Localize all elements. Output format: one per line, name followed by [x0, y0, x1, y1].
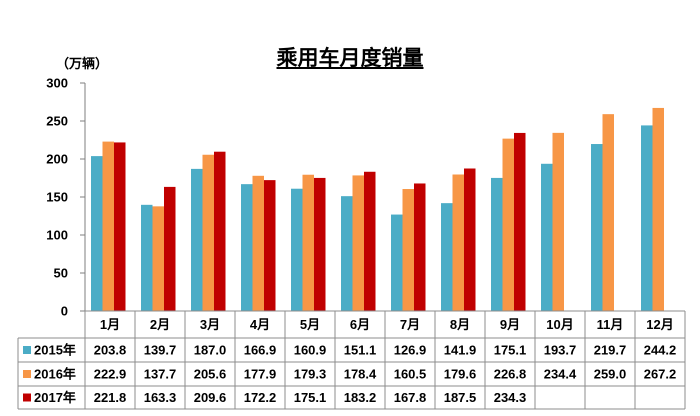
value-cell-2016-month-3: 205.6 [194, 367, 227, 382]
bar-2017-month-5 [314, 177, 326, 311]
chart-title: 乘用车月度销量 [276, 47, 424, 70]
value-cell-2016-month-10: 234.4 [544, 367, 577, 382]
bar-2015-month-8 [441, 203, 453, 311]
bar-2015-month-7 [391, 214, 403, 311]
bar-2017-month-6 [364, 171, 376, 311]
y-tick-label-300: 300 [46, 76, 68, 91]
month-label-10: 10月 [546, 317, 573, 332]
y-axis-unit-label: （万辆） [56, 56, 109, 71]
legend-label-2015: 2015年 [34, 343, 76, 358]
legend-swatch-2015 [23, 346, 31, 354]
bar-2016-month-11 [602, 114, 614, 311]
month-label-9: 9月 [500, 317, 520, 332]
bar-2016-month-6 [352, 175, 364, 311]
bar-2017-month-2 [164, 186, 176, 311]
bar-2016-month-12 [652, 107, 664, 311]
y-tick-label-50: 50 [54, 266, 68, 281]
bar-2017-month-1 [114, 142, 126, 311]
legend-label-2016: 2016年 [34, 367, 76, 382]
y-tick-label-250: 250 [46, 114, 68, 129]
value-cell-2015-month-8: 141.9 [444, 343, 477, 358]
value-cell-2015-month-10: 193.7 [544, 343, 577, 358]
month-label-12: 12月 [646, 317, 673, 332]
value-cell-2017-month-6: 183.2 [344, 390, 377, 405]
value-cell-2015-month-9: 175.1 [494, 343, 527, 358]
value-cell-2016-month-8: 179.6 [444, 367, 477, 382]
value-cell-2017-month-9: 234.3 [494, 390, 527, 405]
bar-2017-month-4 [264, 180, 276, 311]
value-cell-2016-month-4: 177.9 [244, 367, 277, 382]
bar-2015-month-11 [591, 144, 603, 311]
value-cell-2016-month-6: 178.4 [344, 367, 377, 382]
value-cell-2017-month-7: 167.8 [394, 390, 427, 405]
bar-2015-month-9 [491, 177, 503, 311]
value-cell-2017-month-1: 221.8 [94, 390, 127, 405]
value-cell-2017-month-5: 175.1 [294, 390, 327, 405]
bar-2016-month-7 [402, 189, 414, 311]
value-cell-2015-month-6: 151.1 [344, 343, 377, 358]
value-cell-2016-month-11: 259.0 [594, 367, 627, 382]
legend-swatch-2016 [23, 370, 31, 378]
value-cell-2016-month-7: 160.5 [394, 367, 427, 382]
bar-2015-month-6 [341, 196, 353, 311]
y-tick-label-0: 0 [61, 304, 68, 319]
value-cell-2015-month-1: 203.8 [94, 343, 127, 358]
bar-2015-month-5 [291, 188, 303, 311]
value-cell-2016-month-1: 222.9 [94, 367, 127, 382]
bar-2015-month-1 [91, 156, 103, 311]
value-cell-2015-month-11: 219.7 [594, 343, 627, 358]
value-cell-2017-month-3: 209.6 [194, 390, 227, 405]
bar-2016-month-4 [252, 175, 264, 311]
bar-2016-month-1 [102, 141, 114, 311]
bar-2016-month-9 [502, 138, 514, 311]
bar-2016-month-5 [302, 174, 314, 311]
value-cell-2015-month-3: 187.0 [194, 343, 227, 358]
bar-2016-month-8 [452, 174, 464, 311]
value-cell-2015-month-7: 126.9 [394, 343, 427, 358]
bar-2017-month-7 [414, 183, 426, 311]
y-tick-label-150: 150 [46, 190, 68, 205]
month-label-6: 6月 [350, 317, 370, 332]
value-cell-2016-month-2: 137.7 [144, 367, 177, 382]
value-cell-2015-month-4: 166.9 [244, 343, 277, 358]
value-cell-2017-month-4: 172.2 [244, 390, 277, 405]
month-label-11: 11月 [597, 317, 624, 332]
bar-2015-month-10 [541, 163, 553, 311]
legend-swatch-2017 [23, 393, 31, 402]
month-label-4: 4月 [250, 317, 270, 332]
bar-2015-month-12 [641, 125, 653, 312]
bar-2015-month-2 [141, 204, 153, 311]
bar-2017-month-3 [214, 151, 226, 311]
value-cell-2016-month-5: 179.3 [294, 367, 327, 382]
value-cell-2017-month-2: 163.3 [144, 390, 177, 405]
value-cell-2015-month-2: 139.7 [144, 343, 177, 358]
value-cell-2015-month-12: 244.2 [644, 343, 677, 358]
bar-2016-month-10 [552, 132, 564, 311]
value-cell-2017-month-8: 187.5 [444, 390, 477, 405]
bar-2017-month-8 [464, 168, 476, 311]
month-label-2: 2月 [150, 317, 170, 332]
bar-2016-month-3 [202, 154, 214, 311]
bar-2015-month-4 [241, 184, 253, 311]
bar-2016-month-2 [152, 206, 164, 311]
legend-label-2017: 2017年 [34, 390, 76, 405]
month-label-8: 8月 [450, 317, 470, 332]
value-cell-2015-month-5: 160.9 [294, 343, 327, 358]
month-label-7: 7月 [400, 317, 420, 332]
month-label-3: 3月 [200, 317, 220, 332]
y-tick-label-200: 200 [46, 152, 68, 167]
bar-2015-month-3 [191, 168, 203, 311]
value-cell-2016-month-9: 226.8 [494, 367, 527, 382]
month-label-1: 1月 [100, 317, 120, 332]
value-cell-2016-month-12: 267.2 [644, 367, 677, 382]
month-label-5: 5月 [300, 317, 320, 332]
y-tick-label-100: 100 [46, 228, 68, 243]
bar-2017-month-9 [514, 132, 526, 311]
